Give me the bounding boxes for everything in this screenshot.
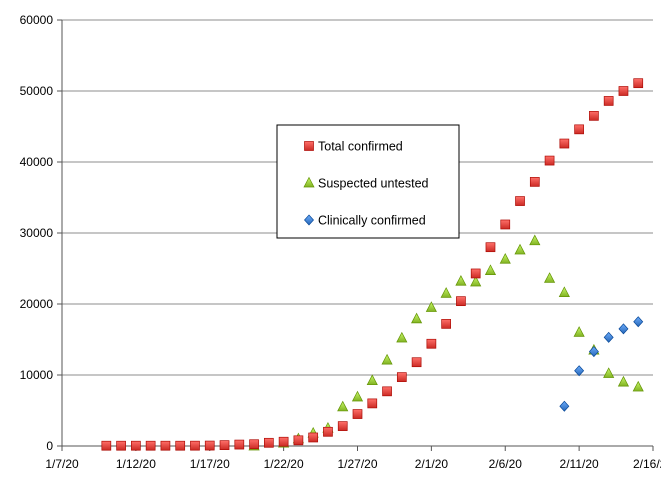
square-point [633,78,644,89]
square-point [204,440,215,451]
x-tick-label: 2/11/20 [560,457,599,471]
square-point [456,296,466,307]
square-point [308,432,319,443]
legend-diamond-marker [304,214,314,226]
square-point [145,440,156,451]
triangle-point [573,326,585,337]
triangle-point [455,275,467,286]
legend-label: Total confirmed [318,140,403,154]
axes [61,20,653,447]
y-axis-ticks: 0 10000 20000 30000 40000 50000 60000 [20,13,62,453]
square-point [589,110,599,121]
triangle-point [499,253,511,264]
square-point [234,439,245,450]
x-axis-ticks: 1/7/20 1/12/20 1/17/20 1/22/20 1/27/20 2/1/20… [45,446,661,471]
square-point [131,440,141,451]
square-point [219,440,230,450]
triangle-point [529,234,541,246]
diamond-point [559,400,570,412]
square-point [485,242,496,253]
y-tick-label: 0 [46,439,53,453]
triangle-point [396,331,408,343]
square-point [411,357,422,368]
legend: Total confirmed Suspected untested Clinica… [276,124,460,239]
square-point [441,319,451,329]
triangle-point [425,301,437,312]
square-point [323,426,333,437]
square-point [500,219,511,230]
square-point [101,440,112,451]
triangle-point [543,272,556,283]
triangle-point [351,390,364,402]
x-tick-label: 2/16/20 [633,457,661,471]
data-points [101,78,644,451]
y-tick-label: 40000 [20,155,54,169]
diamond-point [618,323,629,335]
square-point [249,439,259,450]
y-tick-label: 10000 [20,368,54,382]
diamond-point [603,331,614,343]
square-point [352,409,363,419]
legend-label: Clinically confirmed [318,214,426,228]
square-point [515,196,525,206]
series-triangle [248,234,644,451]
square-point [396,372,407,382]
diamond-point [633,316,644,328]
triangle-point [514,243,526,255]
square-point [293,435,304,446]
square-point [337,421,348,431]
x-tick-label: 1/22/20 [264,457,304,471]
y-tick-label: 60000 [20,13,54,27]
square-point [278,436,289,447]
square-point [603,96,614,106]
square-point [264,437,274,448]
square-point [618,86,629,96]
square-point [190,440,200,451]
square-point [574,124,584,135]
series-square [101,78,644,451]
square-point [426,338,437,349]
square-point [382,386,392,397]
triangle-point [632,380,644,392]
triangle-point [470,275,482,287]
triangle-point [411,312,423,324]
diamond-point [574,365,585,377]
x-tick-label: 2/6/20 [489,457,523,471]
triangle-point [381,353,393,365]
triangle-point [617,375,630,387]
series-diamond [559,316,644,412]
square-point [529,177,540,187]
triangle-point [366,374,378,386]
triangle-point [440,287,452,298]
legend-square-marker [304,141,314,151]
square-point [367,398,378,409]
square-point [470,268,481,279]
legend-triangle-marker [303,176,315,188]
legend-label: Suspected untested [318,177,429,191]
triangle-point [603,367,615,378]
square-point [116,440,126,451]
square-point [175,440,186,451]
x-tick-label: 1/17/20 [190,457,230,471]
diamond-point [588,346,599,358]
square-point [559,138,570,149]
x-tick-label: 1/7/20 [45,457,79,471]
square-point [160,440,171,451]
triangle-point [484,264,497,275]
x-tick-label: 1/12/20 [116,457,156,471]
y-tick-label: 30000 [20,226,54,240]
y-tick-label: 50000 [20,84,54,98]
x-tick-label: 1/27/20 [337,457,377,471]
x-tick-label: 2/1/20 [415,457,449,471]
triangle-point [558,286,570,297]
y-tick-label: 20000 [20,297,54,311]
triangle-point [337,400,349,412]
square-point [544,155,555,166]
